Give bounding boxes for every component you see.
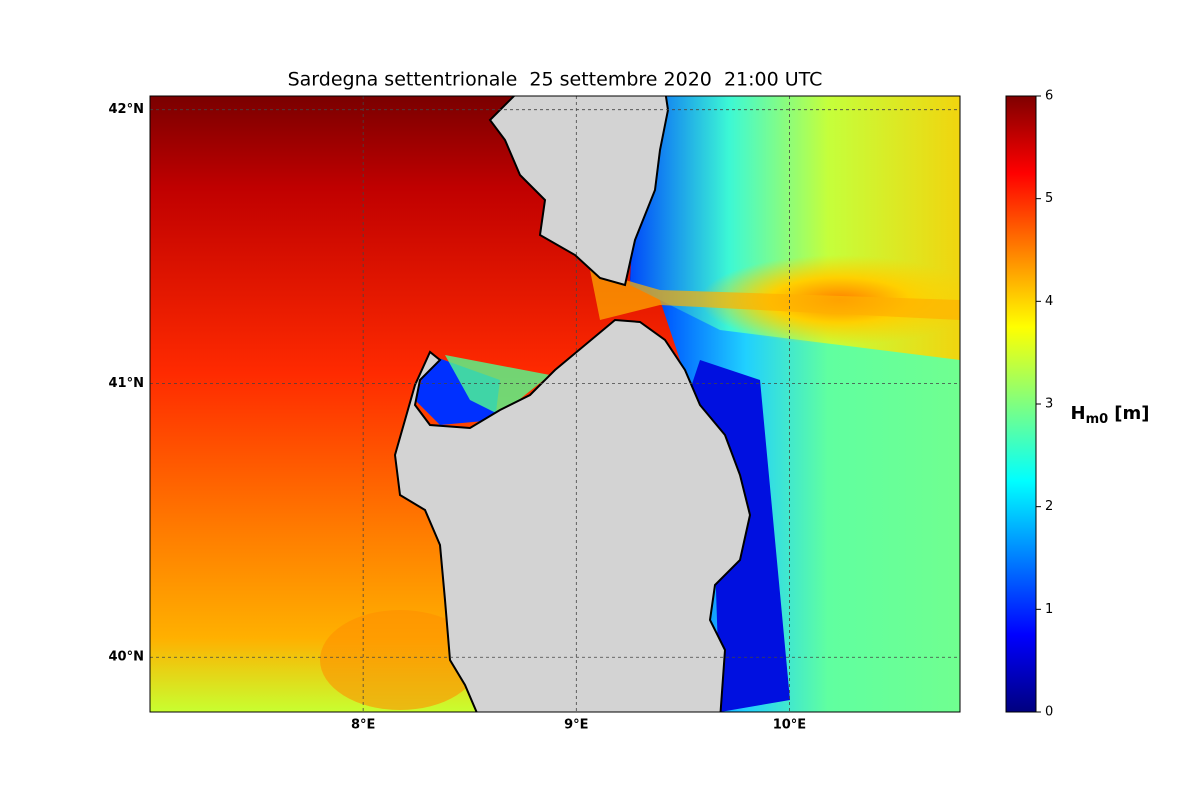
colorbar-tick-label: 3 (1045, 397, 1053, 412)
graticule (150, 96, 960, 712)
lon-tick-label: 10°E (773, 718, 806, 733)
corsica (488, 96, 670, 287)
colorbar (1005, 95, 1037, 713)
colorbar-tick-label: 5 (1045, 191, 1053, 206)
lat-tick-label: 41°N (109, 376, 144, 391)
colorbar-tick-label: 4 (1045, 294, 1053, 309)
land (393, 96, 752, 712)
map-frame (149, 95, 961, 713)
lat-tick-label: 40°N (109, 650, 144, 665)
label-main: H (1071, 403, 1086, 424)
label-sub: m0 (1086, 412, 1109, 427)
colorbar-tick-label: 6 (1045, 89, 1053, 104)
lon-tick-label: 8°E (351, 718, 375, 733)
colorbar-label: Hm0 [m] (1071, 403, 1150, 427)
sardinia (393, 318, 752, 712)
colorbar-tick-label: 1 (1045, 602, 1053, 617)
colorbar-tick-label: 2 (1045, 499, 1053, 514)
colorbar-tick-label: 0 (1045, 705, 1053, 720)
label-unit: [m] (1114, 403, 1149, 424)
lon-tick-label: 9°E (564, 718, 588, 733)
lat-tick-label: 42°N (109, 102, 144, 117)
map-title: Sardegna settentrionale 25 settembre 202… (288, 69, 823, 91)
